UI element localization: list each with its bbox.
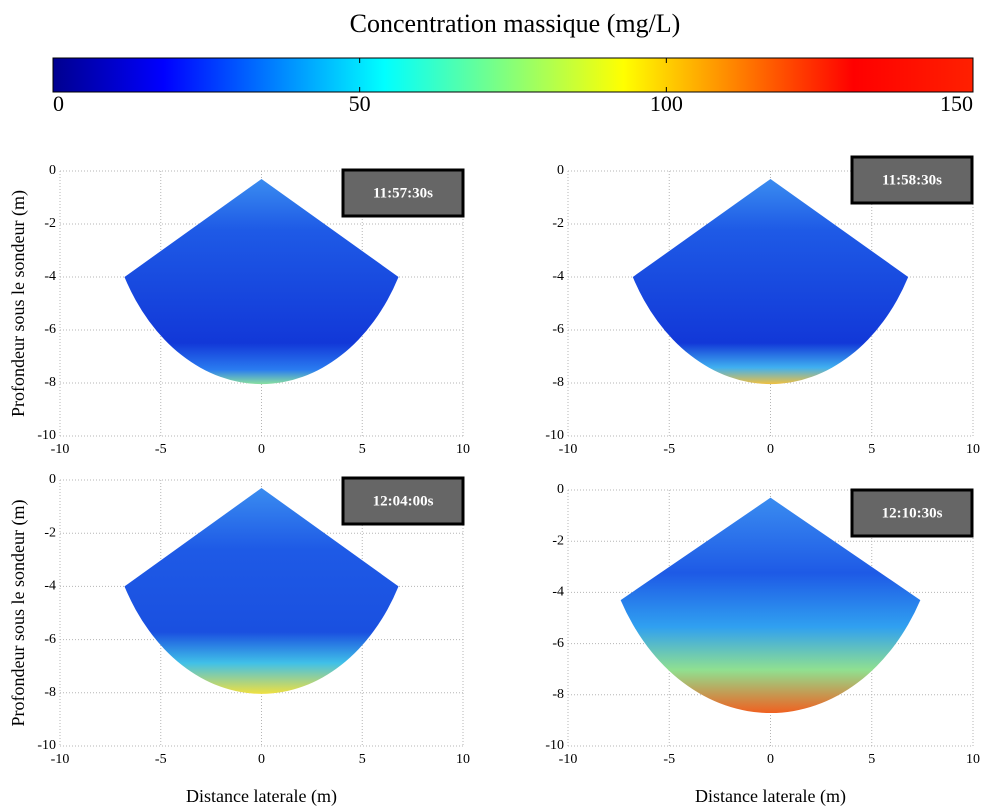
y-tick-label: 0 bbox=[49, 163, 56, 178]
y-tick-label: -6 bbox=[552, 636, 564, 651]
x-tick-label: 10 bbox=[966, 752, 980, 767]
colorbar-tick-label: 0 bbox=[53, 91, 64, 116]
x-tick-label: 5 bbox=[868, 442, 875, 457]
y-axis-label: Profondeur sous le sondeur (m) bbox=[8, 500, 29, 727]
colorbar-tick-label: 50 bbox=[349, 91, 371, 116]
colorbar-tick-label: 100 bbox=[650, 91, 683, 116]
x-axis-label: Distance laterale (m) bbox=[186, 786, 337, 807]
y-tick-label: -8 bbox=[44, 375, 56, 390]
y-tick-label: -10 bbox=[37, 428, 56, 443]
y-tick-label: -6 bbox=[44, 632, 56, 647]
colorbar bbox=[52, 57, 974, 93]
sonar-fan bbox=[124, 487, 399, 694]
y-tick-label: 0 bbox=[557, 482, 564, 497]
timestamp: 11:58:30s bbox=[882, 172, 942, 188]
y-tick-label: -6 bbox=[552, 322, 564, 337]
x-tick-label: -5 bbox=[155, 752, 167, 767]
timestamp: 11:57:30s bbox=[373, 185, 433, 201]
x-tick-label: 5 bbox=[359, 752, 366, 767]
x-tick-label: 5 bbox=[868, 752, 875, 767]
y-tick-label: -2 bbox=[552, 533, 564, 548]
x-tick-label: 0 bbox=[258, 442, 265, 457]
y-tick-label: -4 bbox=[552, 585, 564, 600]
timestamp-box bbox=[850, 488, 974, 538]
y-tick-label: -10 bbox=[37, 738, 56, 753]
x-tick-label: 10 bbox=[456, 752, 470, 767]
y-tick-label: -4 bbox=[552, 269, 564, 284]
x-tick-label: 0 bbox=[767, 752, 774, 767]
y-tick-label: -2 bbox=[44, 216, 56, 231]
x-axis-label: Distance laterale (m) bbox=[695, 786, 846, 807]
timestamp-box bbox=[341, 476, 465, 526]
y-tick-label: -4 bbox=[44, 269, 56, 284]
y-tick-label: -2 bbox=[552, 216, 564, 231]
timestamp-box bbox=[341, 168, 465, 218]
x-tick-label: 5 bbox=[359, 442, 366, 457]
sonar-fan bbox=[620, 497, 921, 714]
x-tick-label: -10 bbox=[559, 442, 578, 457]
x-tick-label: -10 bbox=[559, 752, 578, 767]
timestamp: 12:10:30s bbox=[882, 505, 943, 521]
x-tick-label: 10 bbox=[966, 442, 980, 457]
x-tick-label: -5 bbox=[663, 752, 675, 767]
y-tick-label: -6 bbox=[44, 322, 56, 337]
y-tick-label: 0 bbox=[49, 472, 56, 487]
y-tick-label: -10 bbox=[545, 738, 564, 753]
timestamp: 12:04:00s bbox=[373, 493, 434, 509]
sonar-fan bbox=[632, 178, 909, 385]
y-tick-label: -8 bbox=[44, 685, 56, 700]
y-tick-label: -8 bbox=[552, 687, 564, 702]
x-tick-label: -5 bbox=[155, 442, 167, 457]
y-tick-label: -4 bbox=[44, 579, 56, 594]
x-tick-label: 10 bbox=[456, 442, 470, 457]
colorbar-title: Concentration massique (mg/L) bbox=[350, 9, 681, 38]
x-tick-label: 0 bbox=[258, 752, 265, 767]
y-tick-label: -2 bbox=[44, 525, 56, 540]
y-axis-label: Profondeur sous le sondeur (m) bbox=[8, 190, 29, 417]
colorbar-tick-label: 150 bbox=[940, 91, 973, 116]
x-tick-label: -10 bbox=[51, 752, 70, 767]
y-tick-label: 0 bbox=[557, 163, 564, 178]
y-tick-label: -10 bbox=[545, 428, 564, 443]
timestamp-box bbox=[850, 155, 974, 205]
sonar-fan bbox=[124, 178, 399, 385]
x-tick-label: 0 bbox=[767, 442, 774, 457]
x-tick-label: -10 bbox=[51, 442, 70, 457]
x-tick-label: -5 bbox=[663, 442, 675, 457]
y-tick-label: -8 bbox=[552, 375, 564, 390]
